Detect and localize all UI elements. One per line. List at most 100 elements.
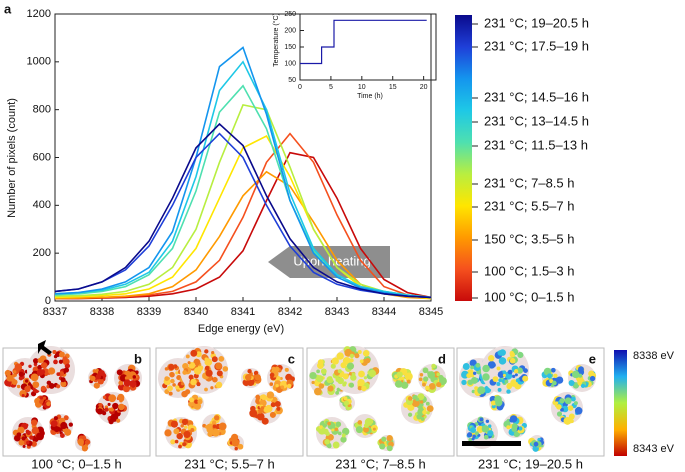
data-line	[54, 103, 432, 299]
image-pixel	[269, 372, 275, 378]
image-pixel	[386, 434, 393, 442]
image-pixel	[436, 372, 441, 377]
image-pixel	[211, 356, 218, 363]
image-pixel	[568, 380, 575, 386]
image-pixel	[331, 428, 335, 432]
image-pixel	[502, 373, 506, 377]
x-tick-label: 8342	[278, 306, 302, 318]
image-pixel	[518, 426, 523, 431]
image-pixel	[63, 415, 69, 421]
image-pixel	[18, 371, 24, 377]
image-pixel	[363, 376, 368, 380]
image-pixel	[313, 387, 322, 396]
image-pixel	[482, 373, 490, 381]
image-pixel	[32, 381, 40, 389]
image-pixel	[123, 379, 131, 387]
image-pixel	[56, 372, 61, 376]
image-panel: d 231 °C; 7–8.5 h	[306, 346, 455, 471]
image-pixel	[62, 356, 68, 361]
energy-colorbar	[614, 350, 627, 456]
legend-entry: 231 °C; 17.5–19 h	[484, 38, 589, 53]
image-pixel	[477, 433, 481, 437]
image-pixel	[506, 389, 511, 394]
image-pixel	[204, 387, 208, 392]
image-pixel	[320, 368, 327, 375]
image-pixel	[194, 399, 199, 404]
x-tick-label: 8339	[137, 306, 161, 318]
image-pixel	[12, 370, 17, 374]
image-pixel	[466, 373, 472, 379]
image-pixel	[550, 367, 556, 373]
image-pixel	[247, 369, 252, 374]
image-pixel	[422, 367, 429, 374]
image-pixel	[349, 353, 355, 359]
image-panel: b 100 °C; 0–1.5 h	[2, 346, 151, 471]
panel-label: b	[134, 351, 142, 366]
x-tick-label: 10	[358, 84, 366, 91]
image-pixel	[499, 349, 506, 356]
image-pixel	[407, 396, 413, 401]
image-pixel	[488, 355, 495, 362]
image-pixel	[242, 378, 250, 387]
image-pixel	[60, 421, 68, 430]
image-pixel	[32, 358, 39, 364]
y-tick-label: 1200	[27, 8, 51, 20]
image-pixel	[188, 362, 196, 369]
image-pixel	[261, 417, 269, 425]
image-pixel	[428, 382, 436, 390]
image-pixel	[404, 372, 413, 381]
image-pixel	[172, 383, 176, 387]
image-pixel	[266, 391, 275, 399]
image-pixel	[204, 425, 209, 429]
image-pixel	[215, 362, 223, 370]
image-pixel	[104, 407, 109, 412]
image-pixel	[116, 369, 123, 376]
inset-x-label: Time (h)	[357, 93, 383, 100]
image-pixel	[496, 366, 501, 371]
image-pixel	[193, 402, 202, 410]
image-pixel	[122, 385, 130, 393]
y-tick-label: 100	[284, 60, 296, 67]
image-pixel	[436, 382, 442, 388]
panel-label: a	[4, 1, 12, 16]
image-pixel	[571, 396, 576, 402]
image-pixel	[342, 382, 347, 387]
image-pixel	[6, 374, 14, 382]
image-pixel	[422, 409, 428, 415]
image-pixel	[170, 420, 178, 428]
image-pixel	[65, 363, 71, 369]
image-pixel	[498, 378, 502, 383]
image-pixel	[182, 442, 187, 447]
image-pixel	[462, 363, 470, 370]
image-pixel	[4, 369, 11, 377]
image-pixel	[53, 416, 58, 421]
image-panel: e 231 °C; 19–20.5 h	[456, 346, 605, 471]
image-pixel	[279, 376, 283, 381]
image-pixel	[38, 428, 44, 433]
image-pixel	[362, 349, 370, 357]
image-pixel	[169, 372, 175, 378]
x-tick-label: 15	[389, 84, 397, 91]
image-pixel	[492, 376, 499, 382]
image-pixel	[164, 376, 170, 382]
image-pixel	[470, 427, 477, 434]
image-pixel	[275, 384, 279, 388]
image-pixel	[18, 376, 24, 381]
image-pixel	[211, 428, 220, 437]
image-pixel	[102, 395, 107, 400]
image-pixel	[533, 441, 539, 447]
image-pixel	[98, 402, 103, 408]
image-pixel	[417, 393, 425, 401]
image-pixel	[190, 349, 198, 357]
image-pixel	[214, 415, 220, 421]
image-pixel	[354, 353, 360, 359]
image-pixel	[466, 432, 473, 438]
image-pixel	[78, 440, 84, 446]
image-pixel	[46, 401, 51, 407]
legend-entry: 100 °C; 0–1.5 h	[484, 289, 575, 304]
image-pixel	[274, 366, 280, 372]
image-pixel	[39, 399, 44, 404]
image-pixel	[270, 402, 276, 408]
image-pixel	[368, 369, 377, 378]
image-pixel	[182, 370, 188, 375]
